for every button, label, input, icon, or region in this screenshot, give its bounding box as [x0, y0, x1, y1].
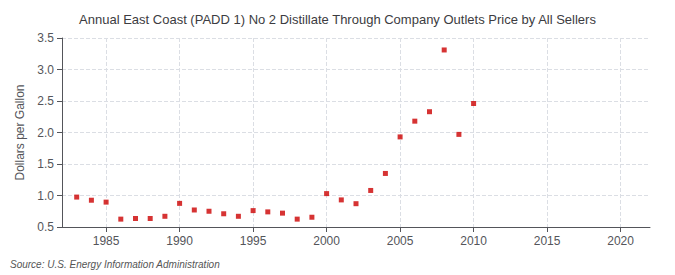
svg-text:3.0: 3.0 — [37, 63, 54, 77]
svg-text:Annual East Coast (PADD 1) No: Annual East Coast (PADD 1) No 2 Distilla… — [79, 12, 596, 27]
svg-text:2005: 2005 — [387, 234, 414, 248]
svg-text:Source: U.S. Energy Informatio: Source: U.S. Energy Information Administ… — [10, 259, 220, 270]
svg-text:1995: 1995 — [240, 234, 267, 248]
svg-text:2015: 2015 — [534, 234, 561, 248]
svg-text:2000: 2000 — [313, 234, 340, 248]
svg-text:1.0: 1.0 — [37, 189, 54, 203]
svg-text:1990: 1990 — [166, 234, 193, 248]
svg-text:0.5: 0.5 — [37, 220, 54, 234]
svg-text:Dollars per Gallon: Dollars per Gallon — [13, 84, 27, 180]
svg-text:1.5: 1.5 — [37, 157, 54, 171]
svg-text:2020: 2020 — [607, 234, 634, 248]
svg-text:2010: 2010 — [460, 234, 487, 248]
svg-text:3.5: 3.5 — [37, 31, 54, 45]
svg-text:2.5: 2.5 — [37, 94, 54, 108]
svg-text:1985: 1985 — [93, 234, 120, 248]
svg-text:2.0: 2.0 — [37, 126, 54, 140]
